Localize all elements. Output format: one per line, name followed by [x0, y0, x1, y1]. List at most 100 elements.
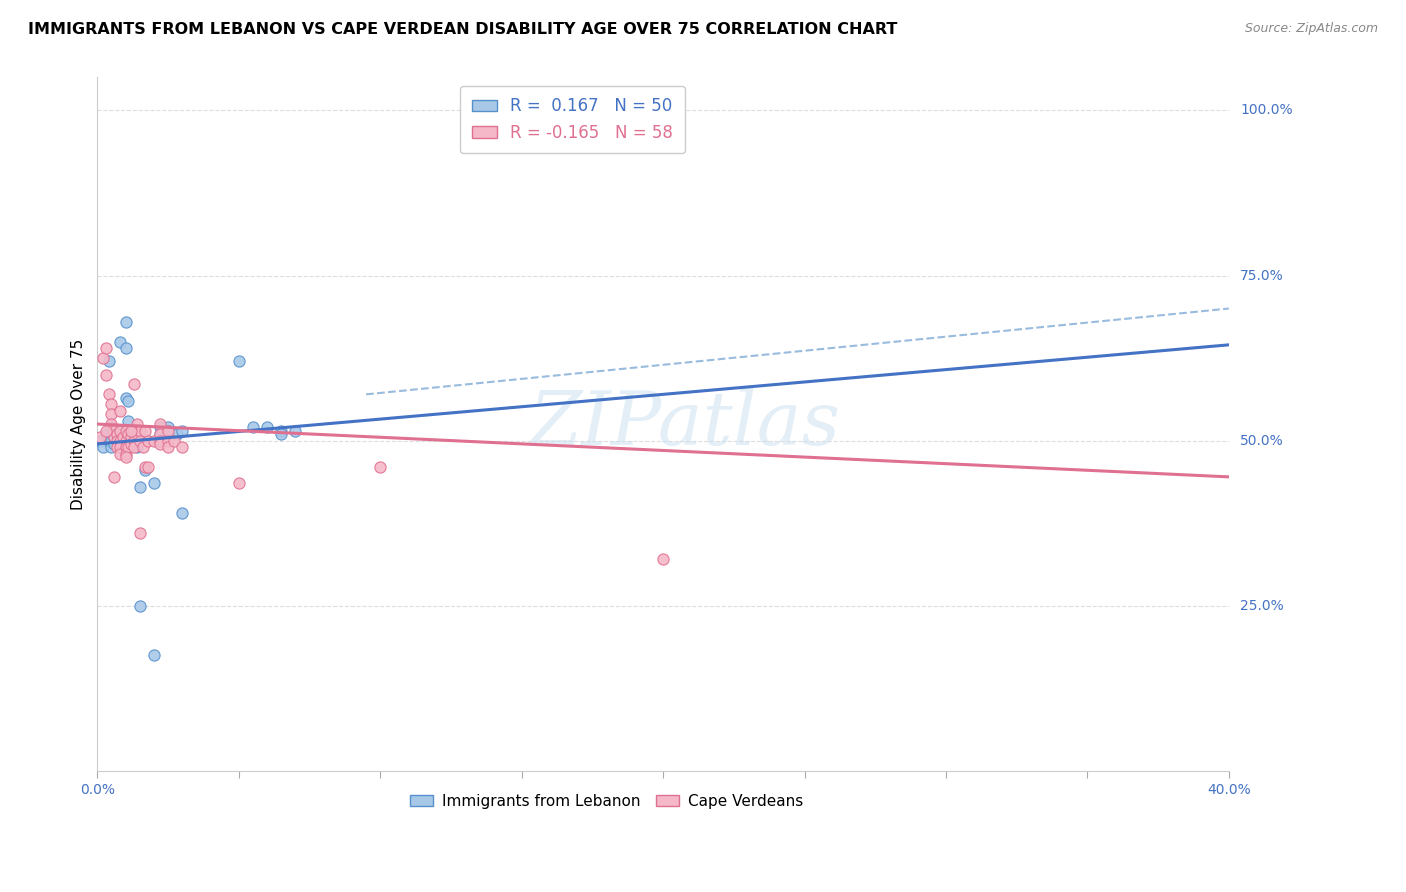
Point — [125, 427, 148, 442]
Point — [149, 437, 172, 451]
Point — [149, 427, 172, 442]
Point — [103, 430, 125, 444]
Point — [94, 368, 117, 382]
Point — [100, 407, 122, 421]
Point — [142, 434, 165, 448]
Point — [120, 430, 142, 444]
Point — [117, 434, 139, 448]
Point — [128, 599, 150, 613]
Point — [256, 420, 278, 434]
Point — [157, 434, 180, 448]
Text: 50.0%: 50.0% — [1240, 434, 1284, 448]
Point — [114, 424, 136, 438]
Point — [120, 430, 142, 444]
Point — [136, 460, 159, 475]
Point — [142, 476, 165, 491]
Point — [94, 341, 117, 355]
Point — [125, 434, 148, 448]
Point — [114, 341, 136, 355]
Point — [105, 434, 128, 448]
Point — [97, 354, 120, 368]
Point — [105, 440, 128, 454]
Point — [142, 648, 165, 662]
Point — [117, 414, 139, 428]
Legend: Immigrants from Lebanon, Cape Verdeans: Immigrants from Lebanon, Cape Verdeans — [404, 788, 810, 815]
Point — [122, 437, 145, 451]
Point — [114, 450, 136, 464]
Point — [128, 434, 150, 448]
Point — [94, 427, 117, 442]
Y-axis label: Disability Age Over 75: Disability Age Over 75 — [72, 338, 86, 509]
Point — [242, 420, 264, 434]
Point — [172, 506, 194, 520]
Point — [111, 427, 134, 442]
Point — [97, 387, 120, 401]
Point — [114, 430, 136, 444]
Point — [134, 424, 156, 438]
Point — [157, 420, 180, 434]
Point — [89, 434, 111, 448]
Point — [149, 427, 172, 442]
Point — [108, 440, 131, 454]
Point — [103, 430, 125, 444]
Point — [108, 404, 131, 418]
Point — [157, 424, 180, 438]
Point — [97, 434, 120, 448]
Text: 100.0%: 100.0% — [1240, 103, 1292, 118]
Point — [91, 351, 114, 365]
Point — [652, 552, 675, 566]
Point — [108, 424, 131, 438]
Point — [131, 440, 153, 454]
Point — [114, 427, 136, 442]
Point — [111, 430, 134, 444]
Point — [228, 354, 250, 368]
Point — [105, 424, 128, 438]
Point — [91, 440, 114, 454]
Point — [120, 424, 142, 438]
Point — [89, 430, 111, 444]
Point — [122, 440, 145, 454]
Point — [100, 434, 122, 448]
Point — [270, 424, 292, 438]
Point — [270, 427, 292, 442]
Point — [163, 434, 186, 448]
Point — [172, 424, 194, 438]
Point — [94, 424, 117, 438]
Point — [108, 434, 131, 448]
Point — [134, 463, 156, 477]
Point — [125, 440, 148, 454]
Point — [114, 440, 136, 454]
Point — [103, 424, 125, 438]
Point — [122, 434, 145, 448]
Point — [134, 460, 156, 475]
Point — [100, 440, 122, 454]
Point — [100, 397, 122, 411]
Point — [228, 476, 250, 491]
Point — [149, 434, 172, 448]
Point — [114, 315, 136, 329]
Point — [128, 526, 150, 541]
Point — [149, 420, 172, 434]
Point — [125, 417, 148, 431]
Point — [105, 434, 128, 448]
Point — [100, 420, 122, 434]
Point — [114, 391, 136, 405]
Point — [103, 437, 125, 451]
Point — [108, 434, 131, 448]
Text: IMMIGRANTS FROM LEBANON VS CAPE VERDEAN DISABILITY AGE OVER 75 CORRELATION CHART: IMMIGRANTS FROM LEBANON VS CAPE VERDEAN … — [28, 22, 897, 37]
Point — [122, 377, 145, 392]
Point — [128, 424, 150, 438]
Point — [149, 434, 172, 448]
Point — [172, 440, 194, 454]
Point — [284, 424, 307, 438]
Point — [166, 427, 188, 442]
Point — [128, 480, 150, 494]
Point — [157, 424, 180, 438]
Text: 25.0%: 25.0% — [1240, 599, 1284, 613]
Point — [157, 440, 180, 454]
Point — [117, 440, 139, 454]
Point — [117, 427, 139, 442]
Point — [120, 434, 142, 448]
Point — [122, 434, 145, 448]
Point — [122, 424, 145, 438]
